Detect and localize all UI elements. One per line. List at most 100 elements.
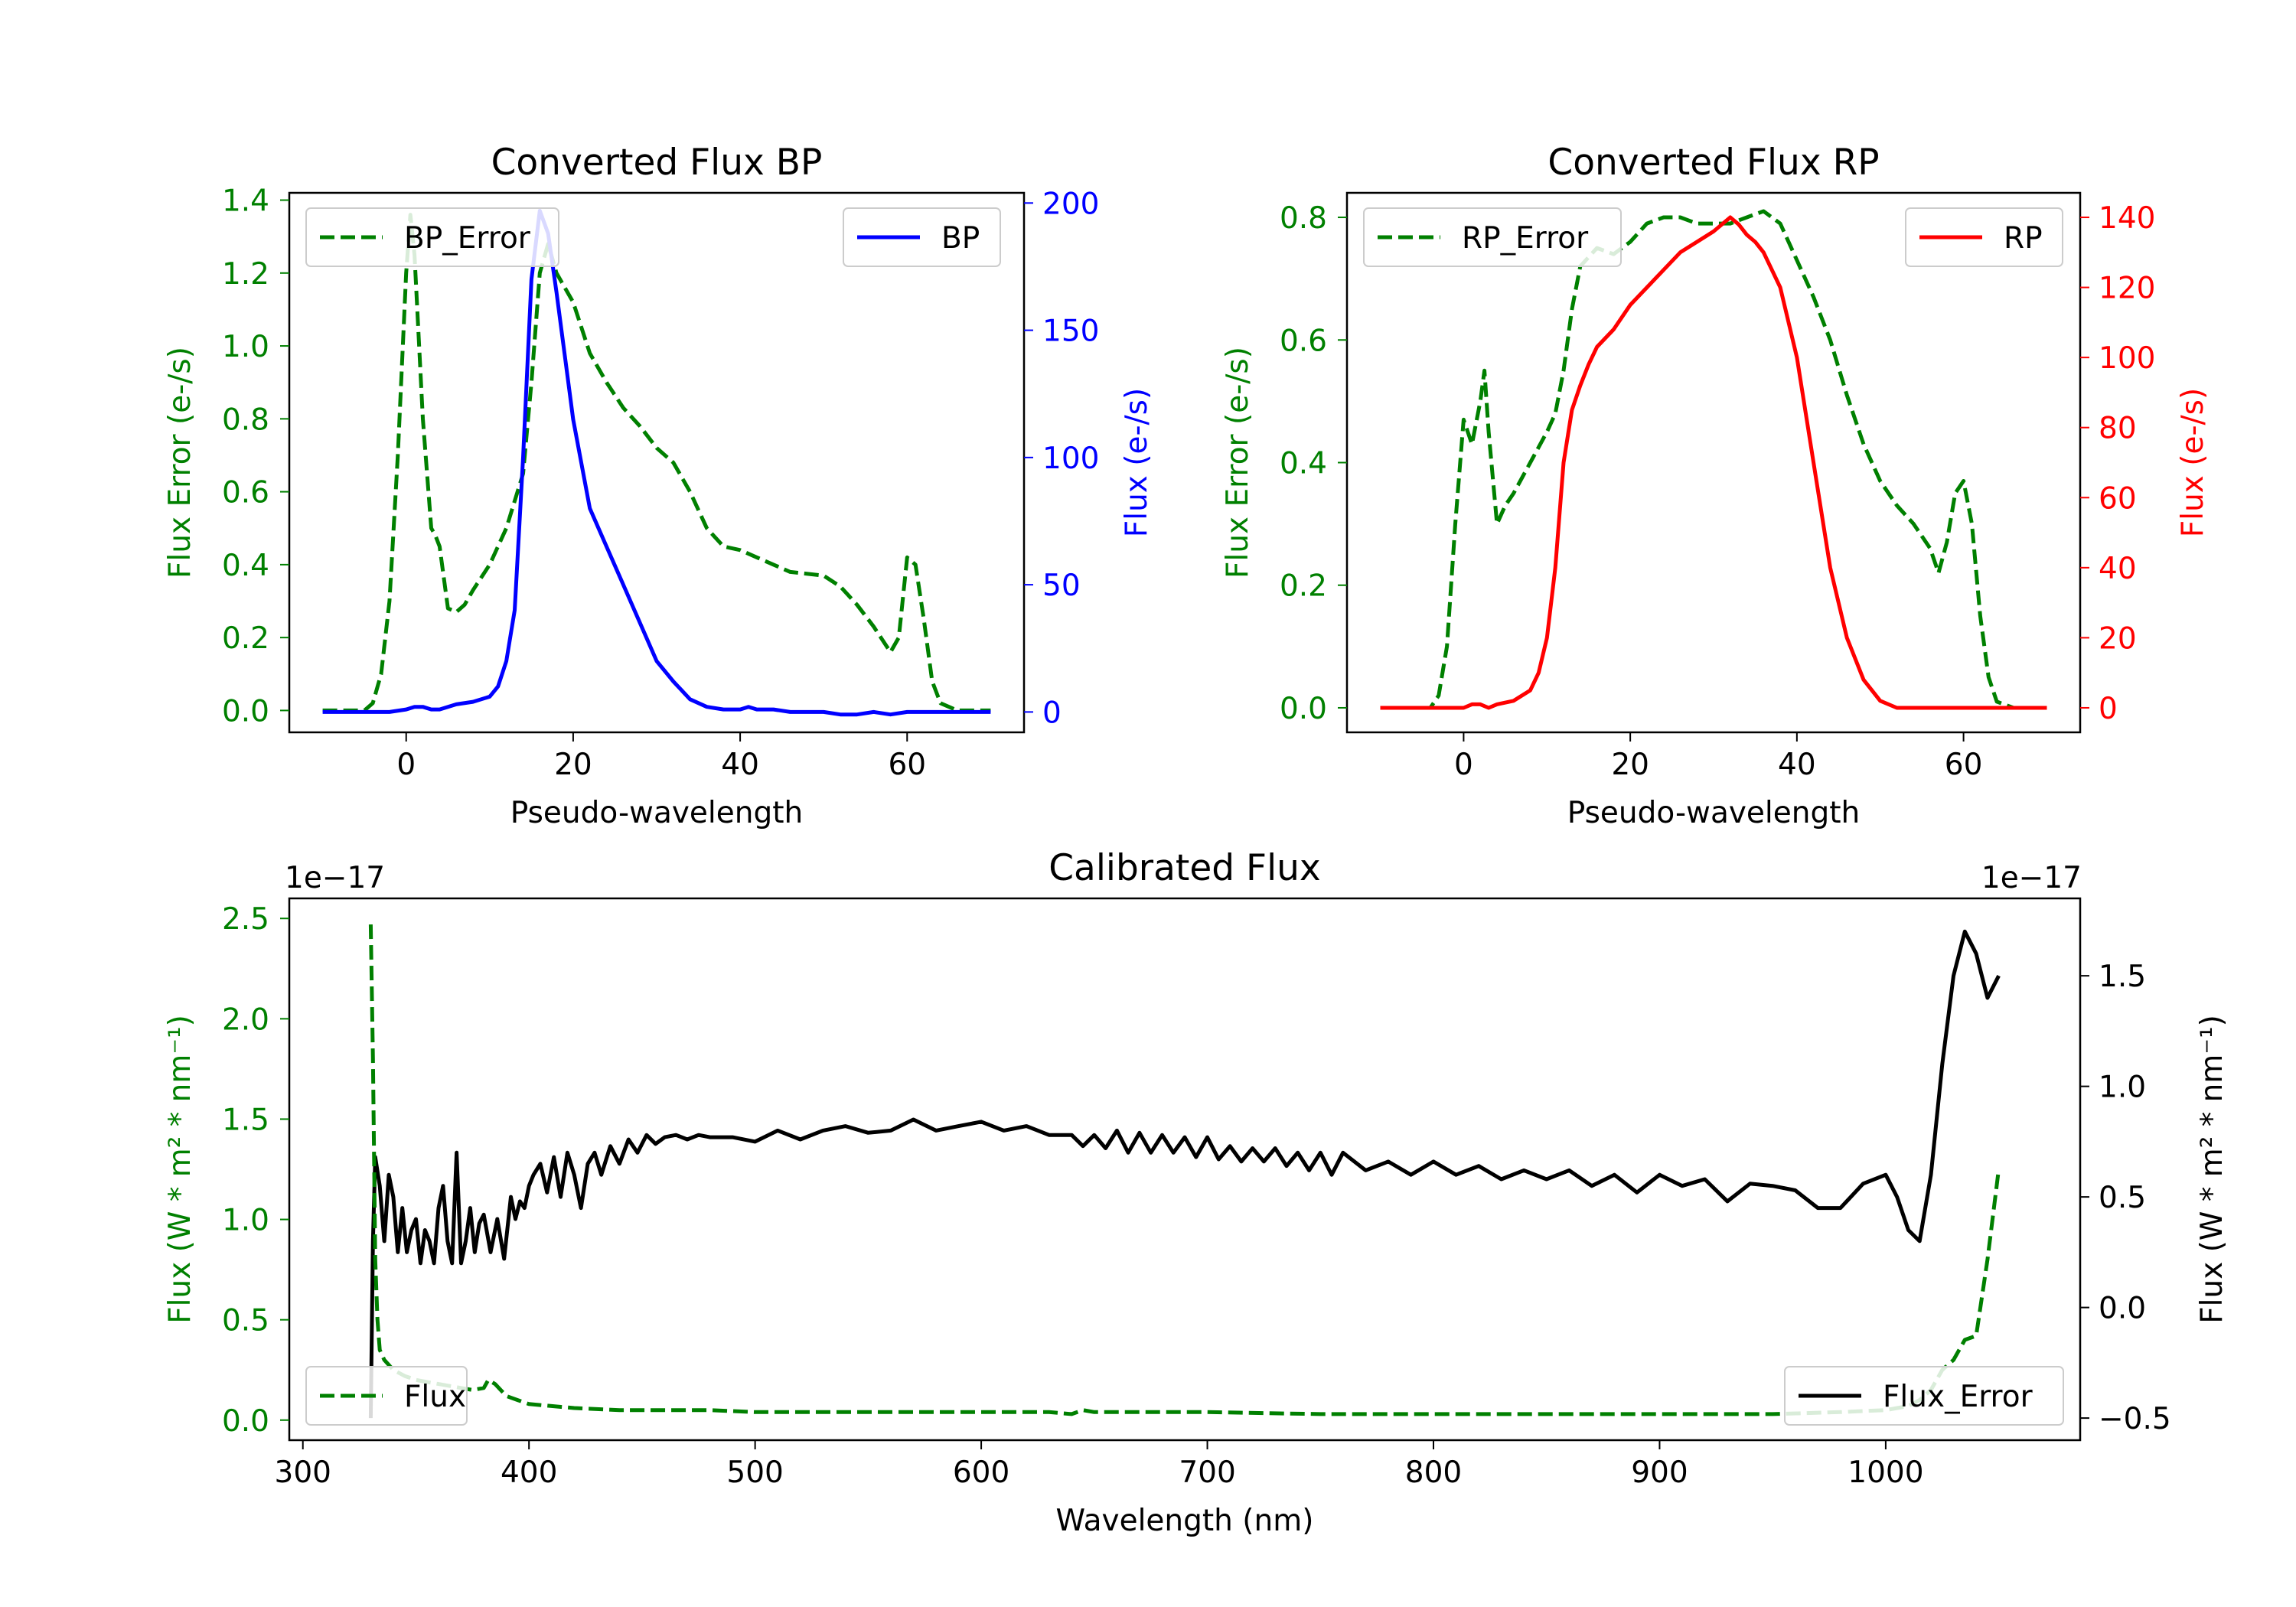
x-axis-label: Pseudo-wavelength xyxy=(1567,796,1860,830)
legend-left: Flux xyxy=(305,1366,468,1426)
x-tick-label: 900 xyxy=(1631,1455,1688,1490)
chart-rp: Converted Flux RP 0 20 40 60 Pseudo-wavelengt… xyxy=(1221,142,2210,830)
x-tick-label: 500 xyxy=(726,1455,783,1490)
legend-box xyxy=(1905,207,2063,267)
x-tick-label: 40 xyxy=(1778,748,1816,782)
legend-label: BP xyxy=(941,221,980,256)
chart-calibrated: Calibrated Flux 300 400 500 600 700 800 900 1000… xyxy=(163,847,2229,1538)
y-left-tick-label: 1.4 xyxy=(222,184,269,219)
plot-frame xyxy=(288,191,1026,734)
y-left-axis-label: Flux Error (e-/s) xyxy=(163,347,197,579)
y-left-tick-label: 0.8 xyxy=(1280,201,1327,236)
x-tick-label: 400 xyxy=(501,1455,557,1490)
legend-label: Flux_Error xyxy=(1883,1380,2033,1414)
legend-left: RP_Error xyxy=(1363,207,1622,267)
chart-bp: Converted Flux BP 0 20 40 60 Pseudo-wavelengt… xyxy=(163,142,1154,830)
y-right-axis-label: Flux (e-/s) xyxy=(1120,388,1154,537)
x-axis-label: Pseudo-wavelength xyxy=(510,796,803,830)
legend-label: RP_Error xyxy=(1462,221,1589,256)
y-right-tick-label: 20 xyxy=(2099,621,2137,656)
y-right-tick-label: −0.5 xyxy=(2099,1402,2171,1436)
y-left-tick-label: 1.5 xyxy=(222,1103,269,1137)
series-group xyxy=(1380,209,2047,710)
y-left-tick-label: 0.0 xyxy=(1280,692,1327,726)
x-tick-label: 60 xyxy=(888,748,926,782)
legend-box xyxy=(1363,207,1622,267)
y-right-axis-label: Flux (e-/s) xyxy=(2176,388,2210,537)
x-tick-label: 60 xyxy=(1945,748,1983,782)
y-left-tick-label: 1.0 xyxy=(222,1204,269,1238)
x-tick-label: 20 xyxy=(1611,748,1649,782)
chart-title: Calibrated Flux xyxy=(1049,847,1321,889)
legend-right: RP xyxy=(1905,207,2063,267)
y-left-tick-label: 0.6 xyxy=(1280,324,1327,358)
legend-right: Flux_Error xyxy=(1784,1366,2064,1426)
y-left-tick-label: 2.5 xyxy=(222,902,269,937)
series-line-bp xyxy=(322,208,991,717)
legend-label: BP_Error xyxy=(404,221,531,256)
plot-frame xyxy=(288,897,2082,1442)
y-left-tick-label: 0.5 xyxy=(222,1304,269,1338)
legend-box xyxy=(843,207,1001,267)
series-group xyxy=(368,924,2001,1419)
legend-label: Flux xyxy=(404,1380,466,1414)
y-right-tick-label: 50 xyxy=(1042,569,1081,603)
y-left-offset-label: 1e−17 xyxy=(285,861,385,895)
legend-box xyxy=(1784,1366,2064,1426)
y-right-tick-label: 1.5 xyxy=(2099,960,2146,994)
series-line-rp-error xyxy=(1380,209,2047,710)
y-right-tick-label: 200 xyxy=(1042,187,1099,221)
y-right-tick-label: 0.0 xyxy=(2099,1292,2146,1326)
y-right-tick-label: 40 xyxy=(2099,552,2137,586)
y-left-tick-label: 0.2 xyxy=(222,621,269,656)
y-right-tick-label: 60 xyxy=(2099,481,2137,516)
chart-title: Converted Flux BP xyxy=(491,142,823,184)
x-tick-label: 40 xyxy=(721,748,759,782)
series-line-rp xyxy=(1380,215,2047,710)
series-line-bp-error xyxy=(322,213,991,712)
legend-left: BP_Error xyxy=(305,207,559,267)
x-axis-label: Wavelength (nm) xyxy=(1056,1504,1314,1538)
y-left-tick-label: 0.2 xyxy=(1280,569,1327,604)
y-left-tick-label: 0.0 xyxy=(222,694,269,729)
y-left-tick-label: 2.0 xyxy=(222,1002,269,1037)
y-left-tick-label: 0.4 xyxy=(222,549,269,583)
legend-label: RP xyxy=(2004,221,2043,256)
y-left-tick-label: 0.4 xyxy=(1280,447,1327,481)
y-left-tick-label: 0.0 xyxy=(222,1404,269,1439)
x-tick-label: 0 xyxy=(396,748,416,782)
y-left-tick-label: 1.0 xyxy=(222,330,269,364)
x-tick-label: 700 xyxy=(1179,1455,1235,1490)
y-right-tick-label: 100 xyxy=(2099,341,2155,376)
x-tick-label: 300 xyxy=(275,1455,331,1490)
y-right-tick-label: 1.0 xyxy=(2099,1071,2146,1105)
x-tick-label: 20 xyxy=(554,748,592,782)
y-left-tick-label: 1.2 xyxy=(222,257,269,292)
x-tick-label: 0 xyxy=(1454,748,1473,782)
legend-right: BP xyxy=(843,207,1001,267)
y-right-tick-label: 100 xyxy=(1042,442,1099,476)
y-right-tick-label: 0 xyxy=(2099,692,2118,726)
y-right-tick-label: 80 xyxy=(2099,412,2137,446)
y-right-tick-label: 0 xyxy=(1042,696,1062,730)
series-group xyxy=(322,208,991,717)
series-line-flux xyxy=(368,929,2001,1419)
x-tick-label: 1000 xyxy=(1848,1455,1923,1490)
y-left-tick-label: 0.6 xyxy=(222,476,269,510)
chart-title: Converted Flux RP xyxy=(1548,142,1879,184)
y-right-tick-label: 0.5 xyxy=(2099,1181,2146,1215)
y-left-axis-label: Flux Error (e-/s) xyxy=(1221,347,1255,579)
y-left-axis-label: Flux (W * m² * nm⁻¹) xyxy=(163,1015,197,1324)
charts-layer: Converted Flux BP 0 20 40 60 Pseudo-wavelengt… xyxy=(163,142,2229,1538)
legend-box xyxy=(305,1366,468,1426)
y-right-tick-label: 150 xyxy=(1042,315,1099,349)
legend-box xyxy=(305,207,559,267)
y-right-offset-label: 1e−17 xyxy=(1981,861,2082,895)
y-right-axis-label: Flux (W * m² * nm⁻¹) xyxy=(2195,1015,2229,1324)
x-tick-label: 800 xyxy=(1405,1455,1462,1490)
x-tick-label: 600 xyxy=(953,1455,1009,1490)
y-left-tick-label: 0.8 xyxy=(222,403,269,437)
y-right-tick-label: 140 xyxy=(2099,201,2155,236)
